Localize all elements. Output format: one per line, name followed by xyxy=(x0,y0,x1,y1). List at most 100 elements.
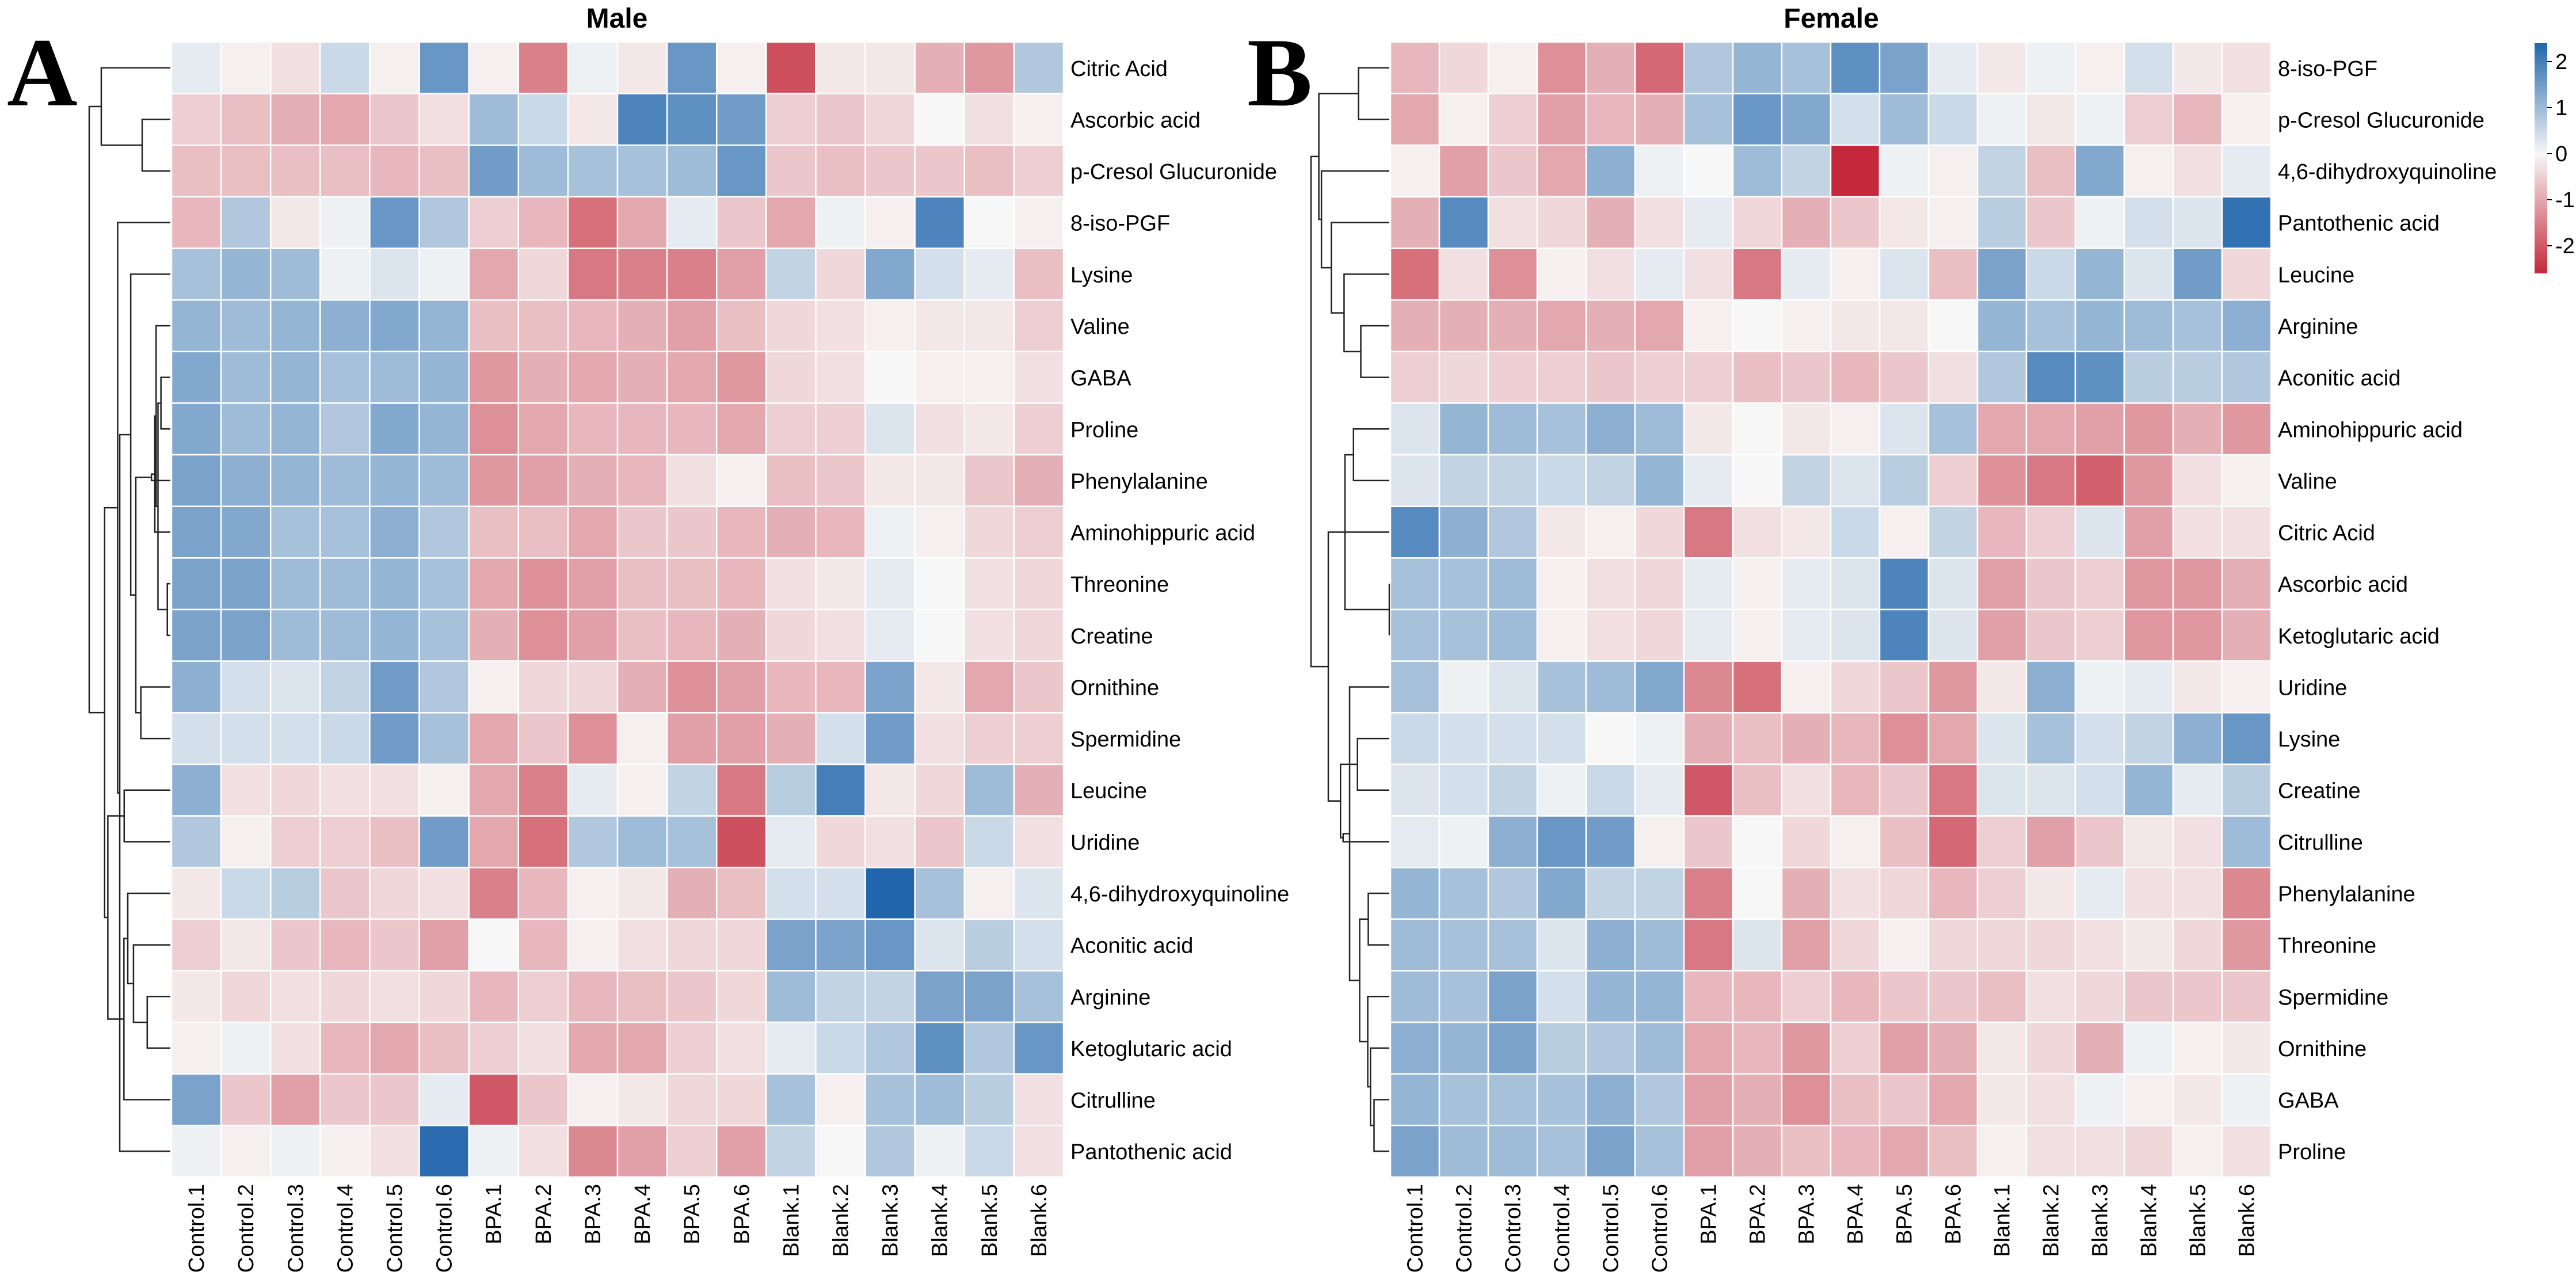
colorbar-tick-label: 1 xyxy=(2555,96,2567,120)
heatmap-cell xyxy=(2074,712,2125,766)
heatmap-cell xyxy=(1683,918,1734,972)
dendrogram-branch xyxy=(117,222,170,794)
heatmap-cell xyxy=(1536,712,1587,766)
heatmap-cell xyxy=(517,351,569,404)
heatmap-cell xyxy=(1683,1073,1734,1126)
heatmap-cell xyxy=(517,660,569,714)
column-label: Blank.1 xyxy=(1991,1184,2015,1257)
column-label: BPA.1 xyxy=(1697,1184,1721,1244)
heatmap-cell xyxy=(1927,763,1979,817)
heatmap-cell xyxy=(666,454,718,507)
heatmap-cell xyxy=(1830,1073,1881,1126)
heatmap-cell xyxy=(220,1125,272,1178)
heatmap-cell xyxy=(1536,351,1587,404)
heatmap-cell xyxy=(815,608,866,662)
heatmap-cell xyxy=(1732,144,1783,198)
heatmap-cell xyxy=(864,41,916,94)
heatmap-cell xyxy=(1389,93,1441,146)
heatmap-cell xyxy=(1927,557,1979,611)
heatmap-cell xyxy=(815,351,866,404)
heatmap-cell xyxy=(1013,1021,1065,1075)
heatmap-cell xyxy=(319,248,371,301)
heatmap-cell xyxy=(1976,1125,2028,1178)
heatmap-cell xyxy=(1438,41,1489,94)
heatmap-cell xyxy=(1878,608,1930,662)
heatmap-cell xyxy=(616,970,668,1023)
heatmap-cell xyxy=(765,351,817,404)
heatmap-cell xyxy=(468,248,520,301)
column-label: Blank.4 xyxy=(2137,1184,2162,1257)
heatmap-cell xyxy=(1634,196,1685,249)
row-label: Aconitic acid xyxy=(1070,934,1193,958)
row-dendrogram xyxy=(1310,67,1390,1152)
column-label: Control.2 xyxy=(1453,1184,1477,1273)
heatmap-cell xyxy=(765,505,817,559)
heatmap-cell xyxy=(2025,660,2076,714)
heatmap-cell xyxy=(1830,712,1881,766)
heatmap-cell xyxy=(468,351,520,404)
heatmap-cell xyxy=(1389,402,1441,456)
dendrogram-branch xyxy=(146,996,170,1049)
heatmap-cell xyxy=(418,608,470,662)
heatmap-cell xyxy=(517,866,569,920)
heatmap-cell xyxy=(220,93,272,146)
heatmap-cell xyxy=(1781,1021,1832,1075)
heatmap-cell xyxy=(864,557,916,611)
heatmap-cell xyxy=(319,866,371,920)
heatmap-cell xyxy=(2025,402,2076,456)
heatmap-cell xyxy=(2074,866,2125,920)
heatmap-cell xyxy=(2172,815,2223,869)
heatmap-cell xyxy=(468,712,520,766)
heatmap-cell xyxy=(1013,557,1065,611)
heatmap-cell xyxy=(2074,557,2125,611)
heatmap-cell xyxy=(1585,93,1636,146)
heatmap-cell xyxy=(567,351,619,404)
heatmap-cell xyxy=(567,608,619,662)
heatmap-cell xyxy=(269,970,321,1023)
heatmap-cell xyxy=(369,660,420,714)
heatmap-cell xyxy=(963,866,1015,920)
heatmap-cell xyxy=(2172,608,2223,662)
heatmap-cell xyxy=(815,505,866,559)
heatmap-cell xyxy=(1634,608,1685,662)
heatmap-cell xyxy=(1878,144,1930,198)
heatmap-cell xyxy=(2172,505,2223,559)
heatmap-cell xyxy=(815,815,866,869)
heatmap-cell xyxy=(1536,41,1587,94)
heatmap-cell xyxy=(2025,41,2076,94)
heatmap-cell xyxy=(319,608,371,662)
heatmap-cell xyxy=(2025,970,2076,1023)
heatmap-cell xyxy=(369,196,420,249)
row-dendrogram xyxy=(88,67,170,1152)
heatmap-cell xyxy=(1830,763,1881,817)
heatmap-cell xyxy=(1927,815,1979,869)
heatmap-cell xyxy=(1585,1073,1636,1126)
column-label: BPA.4 xyxy=(631,1184,655,1244)
heatmap-cell xyxy=(319,454,371,507)
heatmap-cell xyxy=(2172,248,2223,301)
heatmap-cell xyxy=(815,1125,866,1178)
heatmap-cell xyxy=(1487,454,1538,507)
heatmap-cell xyxy=(1438,1073,1489,1126)
heatmap-cell xyxy=(468,1073,520,1126)
heatmap-cell xyxy=(517,402,569,456)
heatmap-cell xyxy=(1634,660,1685,714)
heatmap-cell xyxy=(1487,763,1538,817)
heatmap-cell xyxy=(517,1073,569,1126)
heatmap-cell xyxy=(2025,1125,2076,1178)
heatmap-cell xyxy=(170,196,222,249)
heatmap-cell xyxy=(963,505,1015,559)
heatmap-cell xyxy=(1487,299,1538,353)
heatmap-cell xyxy=(1830,970,1881,1023)
heatmap-cell xyxy=(567,1073,619,1126)
column-label: BPA.3 xyxy=(581,1184,605,1244)
heatmap-cell xyxy=(1634,918,1685,972)
heatmap-cell xyxy=(1487,351,1538,404)
heatmap-title: Male xyxy=(586,3,648,34)
heatmap-cell xyxy=(1438,763,1489,817)
heatmap-cell xyxy=(1927,144,1979,198)
heatmap-cell xyxy=(1389,196,1441,249)
heatmap-cell xyxy=(517,196,569,249)
heatmap-cell xyxy=(1013,763,1065,817)
heatmap-cell xyxy=(2123,1021,2174,1075)
